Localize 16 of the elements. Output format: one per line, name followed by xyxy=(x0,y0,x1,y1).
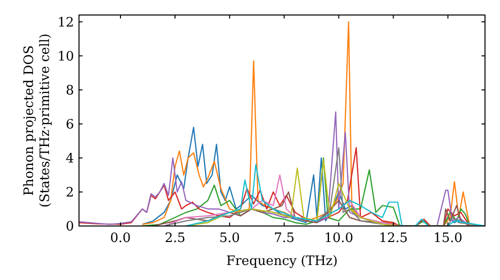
y-tick-label: 12 xyxy=(57,15,74,30)
x-tick-label: 12.5 xyxy=(378,231,408,246)
x-tick-label: 15.0 xyxy=(433,231,462,246)
y-tick-label: 2 xyxy=(66,186,74,201)
x-tick-label: 7.5 xyxy=(274,231,295,246)
y-tick-label: 8 xyxy=(66,83,74,98)
y-tick-label: 4 xyxy=(66,151,74,166)
x-tick-label: 5.0 xyxy=(219,231,240,246)
x-tick-label: 10.0 xyxy=(324,231,354,246)
x-axis-title: Frequency (THz) xyxy=(226,254,338,269)
y-tick-label: 6 xyxy=(66,117,74,132)
x-tick-label: 0.0 xyxy=(110,231,131,246)
y-axis-title: Phonon projected DOS (States/THz·primitive cell) xyxy=(22,33,53,208)
y-tick-label: 0 xyxy=(66,220,74,235)
x-tick-label: 2.5 xyxy=(164,231,186,246)
y-tick-label: 10 xyxy=(57,49,74,64)
